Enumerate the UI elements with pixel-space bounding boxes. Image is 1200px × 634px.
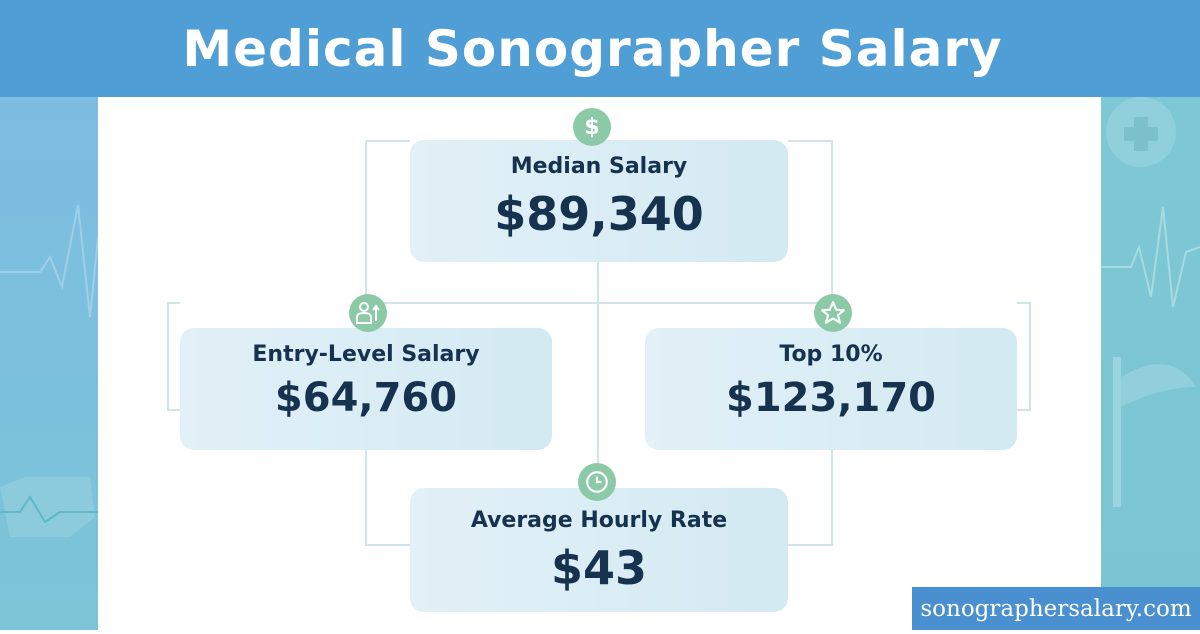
card-label: Median Salary — [510, 154, 688, 179]
top-10-percent-card: Top 10% $123,170 — [645, 328, 1017, 450]
page-title: Medical Sonographer Salary — [182, 19, 1003, 78]
hourly-rate-card: Average Hourly Rate $43 — [410, 488, 788, 612]
right-decorative-panel — [1101, 97, 1200, 630]
entry-level-salary-card: Entry-Level Salary $64,760 — [180, 328, 552, 450]
card-label: Entry-Level Salary — [252, 342, 480, 367]
person-up-icon — [349, 294, 387, 332]
card-label: Top 10% — [779, 342, 883, 367]
dollar-icon: $ — [573, 108, 611, 146]
card-value: $43 — [550, 541, 648, 595]
card-value: $64,760 — [274, 375, 458, 421]
median-salary-card: Median Salary $89,340 — [410, 140, 788, 262]
star-icon — [814, 294, 852, 332]
website-footer: sonographersalary.com — [912, 587, 1200, 630]
card-value: $123,170 — [725, 375, 937, 421]
card-value: $89,340 — [494, 187, 704, 241]
left-decorative-panel — [0, 97, 99, 630]
clock-icon — [578, 463, 616, 501]
title-banner: Medical Sonographer Salary — [0, 0, 1200, 97]
card-label: Average Hourly Rate — [470, 508, 728, 533]
heartbeat-icon — [0, 204, 99, 537]
medical-decor-icon — [1101, 97, 1200, 507]
